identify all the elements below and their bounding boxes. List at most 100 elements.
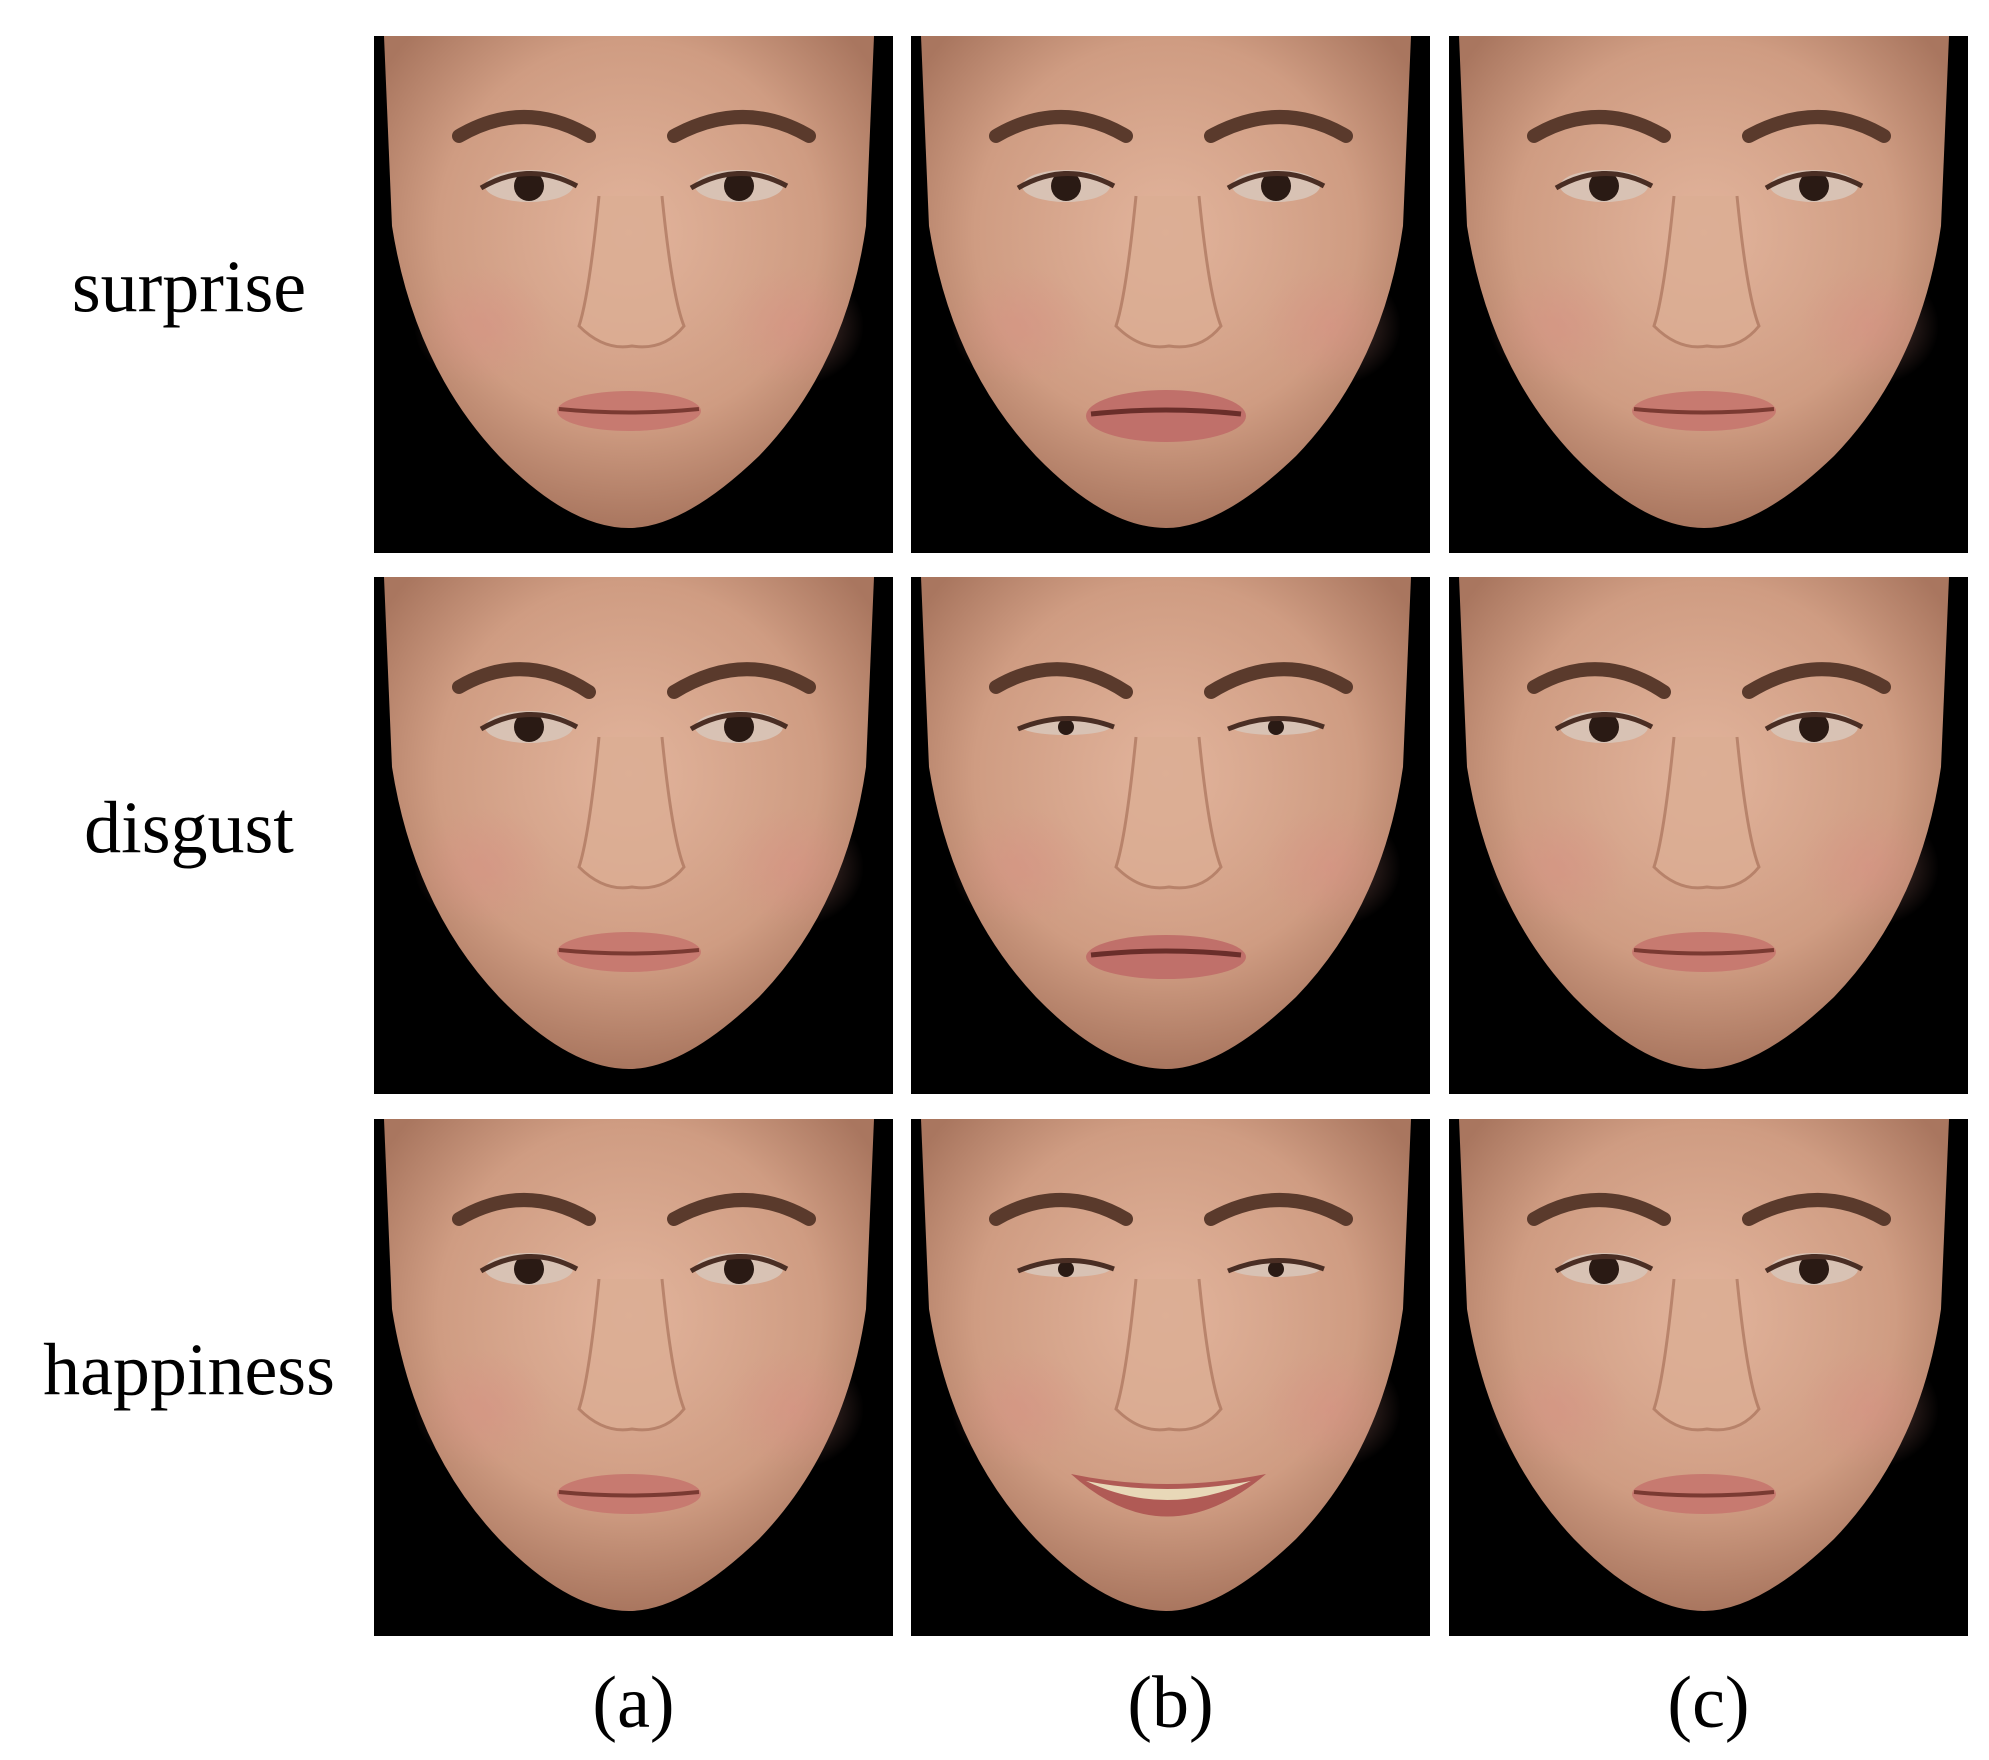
mouth-line: [558, 948, 700, 956]
eyebrow: [1204, 110, 1353, 143]
face-image: [374, 577, 893, 1094]
eyebrow: [989, 1193, 1133, 1226]
eyebrow: [989, 662, 1133, 699]
eyelid: [1017, 715, 1115, 732]
eyelid: [1764, 171, 1864, 191]
iris: [1799, 171, 1829, 201]
eyebrow: [452, 1193, 596, 1226]
cheek: [1489, 266, 1629, 386]
iris: [1058, 719, 1074, 735]
mouth-line: [558, 1490, 700, 1498]
column-label: (b): [1127, 1662, 1213, 1744]
cheek: [1261, 807, 1401, 927]
iris: [1799, 712, 1829, 742]
eyebrow: [452, 662, 596, 699]
row-label: disgust: [84, 787, 294, 869]
eyelid: [1554, 1254, 1654, 1274]
eyelid: [1226, 171, 1326, 191]
iris: [1589, 171, 1619, 201]
iris: [514, 1254, 544, 1284]
column-label: (c): [1667, 1662, 1749, 1744]
mouth-line: [1090, 407, 1242, 417]
cheek: [414, 266, 554, 386]
iris: [514, 712, 544, 742]
cheek: [951, 1349, 1091, 1469]
eyelid: [1227, 715, 1325, 732]
nose: [1114, 1278, 1223, 1432]
eyelid: [1017, 1257, 1115, 1274]
eyebrow: [667, 1193, 816, 1226]
eyelid: [1554, 171, 1654, 191]
eyelid: [1764, 712, 1864, 732]
cheek: [414, 807, 554, 927]
eyebrow: [1742, 110, 1891, 143]
row-label: happiness: [43, 1329, 335, 1411]
iris: [1058, 1261, 1074, 1277]
face-image: [1449, 577, 1968, 1094]
eyebrow: [1742, 1193, 1891, 1226]
eyebrow: [1742, 662, 1891, 699]
nose: [1114, 736, 1223, 890]
cheek: [724, 266, 864, 386]
lips: [1086, 390, 1246, 442]
face-image: [911, 577, 1430, 1094]
iris: [1051, 171, 1081, 201]
mouth-line: [1090, 948, 1242, 958]
teeth: [1086, 1481, 1251, 1500]
cheek: [1489, 1349, 1629, 1469]
mouth-line: [1633, 407, 1775, 415]
eyelid: [689, 171, 789, 191]
nose: [1114, 195, 1223, 349]
eyebrow: [667, 662, 816, 699]
eyebrow: [989, 110, 1133, 143]
cheek: [1799, 266, 1939, 386]
cheek: [951, 807, 1091, 927]
cheek: [724, 1349, 864, 1469]
nose: [1652, 195, 1761, 349]
cheek: [1489, 807, 1629, 927]
nose: [1652, 1278, 1761, 1432]
eyelid: [1764, 1254, 1864, 1274]
eyebrow: [667, 110, 816, 143]
iris: [724, 171, 754, 201]
iris: [724, 712, 754, 742]
face-image: [911, 1119, 1430, 1636]
eyebrow: [1527, 662, 1671, 699]
mouth-line: [1633, 1490, 1775, 1498]
eyelid: [689, 1254, 789, 1274]
row-label: surprise: [72, 246, 306, 328]
eyelid: [479, 171, 579, 191]
mouth-line: [1633, 948, 1775, 956]
iris: [1261, 171, 1291, 201]
eyebrow: [1527, 1193, 1671, 1226]
nose: [1652, 736, 1761, 890]
eyelid: [479, 712, 579, 732]
face-image: [374, 36, 893, 553]
eyebrow: [1527, 110, 1671, 143]
cheek: [951, 266, 1091, 386]
cheek: [1799, 807, 1939, 927]
eyebrow: [452, 110, 596, 143]
lips: [1086, 935, 1246, 979]
cheek: [724, 807, 864, 927]
nose: [577, 195, 686, 349]
mouth-line: [558, 407, 700, 415]
nose: [577, 1278, 686, 1432]
iris: [724, 1254, 754, 1284]
face-image: [911, 36, 1430, 553]
eyebrow: [1204, 1193, 1353, 1226]
cheek: [1261, 266, 1401, 386]
nose: [577, 736, 686, 890]
eyelid: [479, 1254, 579, 1274]
column-label: (a): [592, 1662, 674, 1744]
cheek: [1799, 1349, 1939, 1469]
iris: [1268, 719, 1284, 735]
iris: [1589, 1254, 1619, 1284]
eyelid: [1016, 171, 1116, 191]
face-image: [374, 1119, 893, 1636]
cheek: [1261, 1349, 1401, 1469]
eyelid: [689, 712, 789, 732]
eyelid: [1227, 1257, 1325, 1274]
iris: [1799, 1254, 1829, 1284]
